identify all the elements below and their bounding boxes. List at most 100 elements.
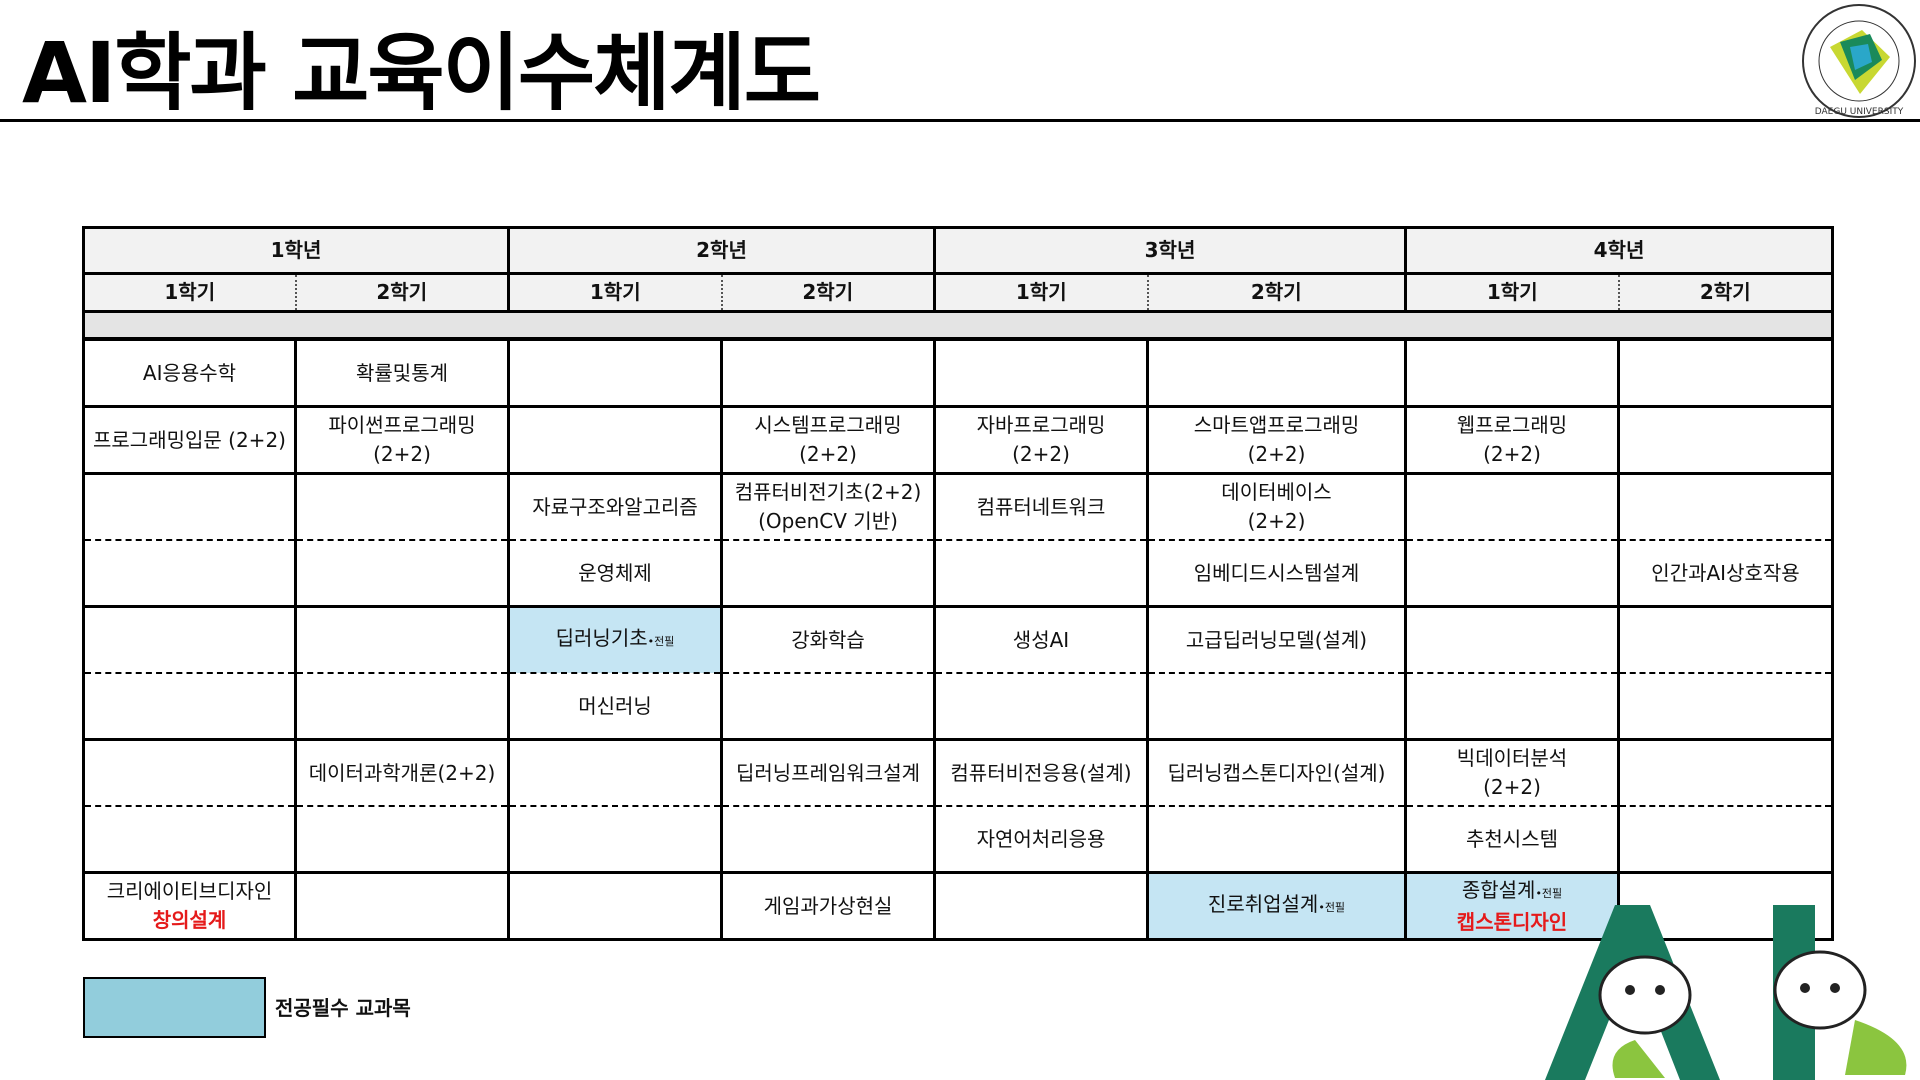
empty-cell xyxy=(1404,606,1620,674)
course-name: 인간과AI상호작용 xyxy=(1651,560,1800,585)
empty-cell xyxy=(933,339,1149,408)
course-cell: 데이터과학개론(2+2) xyxy=(294,739,510,807)
empty-cell xyxy=(1617,739,1834,807)
empty-cell xyxy=(507,406,723,475)
course-cell: 추천시스템 xyxy=(1404,806,1620,874)
course-cell: 머신러닝 xyxy=(507,673,723,741)
semester-header: 2학기 xyxy=(721,273,936,313)
empty-cell xyxy=(294,673,510,741)
course-name: 스마트앱프로그래밍 xyxy=(1193,413,1360,437)
course-row: 운영체제 임베디드시스템설계 인간과AI상호작용 xyxy=(82,540,1834,608)
required-tag: •전필 xyxy=(1535,886,1563,900)
course-credit-note: (2+2) xyxy=(1012,442,1070,466)
legend-label: 전공필수 교과목 xyxy=(275,996,411,1020)
empty-cell xyxy=(507,739,723,807)
legend-required-swatch xyxy=(83,977,266,1038)
empty-cell xyxy=(1146,339,1407,408)
empty-cell xyxy=(1617,606,1834,674)
course-credit-note: (2+2) xyxy=(799,442,857,466)
course-cell: 컴퓨터네트워크 xyxy=(933,473,1149,541)
course-name: 고급딥러닝모델(설계) xyxy=(1185,627,1368,652)
course-name: 파이썬프로그래밍 xyxy=(328,413,476,437)
course-name: 임베디드시스템설계 xyxy=(1193,560,1360,585)
course-name: 자료구조와알고리즘 xyxy=(532,494,698,519)
course-row: 자료구조와알고리즘 컴퓨터비전기초(2+2) (OpenCV 기반) 컴퓨터네트워크 데… xyxy=(82,473,1834,541)
empty-cell xyxy=(294,473,510,541)
course-name: 컴퓨터비전기초(2+2) xyxy=(734,480,922,504)
course-name: 생성AI xyxy=(1012,627,1070,652)
course-row: 머신러닝 xyxy=(82,673,1834,741)
course-cell: 임베디드시스템설계 xyxy=(1146,540,1407,608)
empty-cell xyxy=(82,673,297,741)
empty-cell xyxy=(720,806,936,874)
semester-header: 1학기 xyxy=(82,273,297,313)
empty-cell xyxy=(82,806,297,874)
course-name: 시스템프로그래밍 xyxy=(754,413,902,437)
empty-cell xyxy=(82,606,297,674)
course-name: 컴퓨터네트워크 xyxy=(976,494,1106,519)
svg-text:DAEGU UNIVERSITY: DAEGU UNIVERSITY xyxy=(1815,107,1904,117)
course-cell: 자바프로그래밍 (2+2) xyxy=(933,406,1149,475)
course-row: 프로그래밍입문 (2+2) 파이썬프로그래밍 (2+2) 시스템프로그래밍 (2+2) 자… xyxy=(82,406,1834,475)
empty-cell xyxy=(294,806,510,874)
course-name: 딥러닝캡스톤디자인(설계) xyxy=(1167,760,1386,785)
empty-cell xyxy=(507,872,723,941)
course-name: AI응용수학 xyxy=(142,360,237,385)
empty-cell xyxy=(1617,673,1834,741)
course-name: 추천시스템 xyxy=(1466,826,1558,851)
course-cell: 빅데이터분석 (2+2) xyxy=(1404,739,1620,807)
empty-cell xyxy=(294,540,510,608)
semester-header: 1학기 xyxy=(1404,273,1620,313)
separator-band xyxy=(82,311,1834,341)
course-credit-note: (2+2) xyxy=(1247,442,1306,466)
empty-cell xyxy=(294,872,510,941)
course-cell: 컴퓨터비전응용(설계) xyxy=(933,739,1149,807)
course-name: 데이터베이스 xyxy=(1221,480,1332,504)
page-title: AI학과 교육이수체계도 xyxy=(22,24,821,122)
empty-cell xyxy=(933,872,1149,941)
empty-cell xyxy=(1146,673,1407,741)
course-cell: 파이썬프로그래밍 (2+2) xyxy=(294,406,510,475)
empty-cell xyxy=(1617,339,1834,408)
empty-cell xyxy=(82,473,297,541)
course-row: 자연어처리응용 추천시스템 xyxy=(82,806,1834,874)
empty-cell xyxy=(1404,673,1620,741)
course-cell: 게임과가상현실 xyxy=(720,872,936,941)
empty-cell xyxy=(1404,473,1620,541)
ai-mascot-illustration xyxy=(1545,905,1907,1080)
course-name: 확률및통계 xyxy=(356,360,448,385)
semester-header: 2학기 xyxy=(1147,273,1407,313)
empty-cell xyxy=(720,673,936,741)
empty-cell xyxy=(507,339,723,408)
course-row: AI응용수학 확률및통계 xyxy=(82,339,1834,408)
course-name: 머신러닝 xyxy=(578,693,652,718)
course-cell: 딥러닝캡스톤디자인(설계) xyxy=(1146,739,1407,807)
course-cell: 시스템프로그래밍 (2+2) xyxy=(720,406,936,475)
empty-cell xyxy=(294,606,510,674)
course-cell: 프로그래밍입문 (2+2) xyxy=(82,406,297,475)
course-name: 딥러닝기초 xyxy=(555,626,648,650)
course-row: 크리에이티브디자인 창의설계 게임과가상현실 진로취업설계•전필 종합설계•전필 캡스톤디… xyxy=(82,872,1834,941)
course-credit-note: (2+2) xyxy=(1483,775,1541,799)
course-name: 운영체제 xyxy=(578,560,652,585)
empty-cell xyxy=(1146,806,1407,874)
year-header: 4학년 xyxy=(1404,226,1834,275)
course-name: 웹프로그래밍 xyxy=(1456,413,1568,437)
required-tag: •전필 xyxy=(647,635,675,648)
empty-cell xyxy=(1617,806,1834,874)
course-cell: 딥러닝프레임워크설계 xyxy=(720,739,936,807)
course-name: 진로취업설계 xyxy=(1207,892,1319,916)
year-header: 3학년 xyxy=(933,226,1407,275)
university-logo: DAEGU UNIVERSITY xyxy=(1802,4,1916,118)
course-cell: 딥러닝기초•전필 xyxy=(507,606,723,674)
empty-cell xyxy=(1617,473,1834,541)
course-credit-note: (2+2) xyxy=(1483,442,1541,466)
title-divider xyxy=(0,119,1920,122)
course-row: 데이터과학개론(2+2) 딥러닝프레임워크설계 컴퓨터비전응용(설계) 딥러닝캡스톤디… xyxy=(82,739,1834,807)
curriculum-table: 1학년 2학년 3학년 4학년 1학기 2학기 1학기 2학기 1학기 2학기 … xyxy=(82,226,1834,941)
empty-cell xyxy=(720,540,936,608)
design-category-label: 캡스톤디자인 xyxy=(1456,909,1568,934)
course-credit-note: (2+2) xyxy=(373,442,431,466)
course-cell: 인간과AI상호작용 xyxy=(1617,540,1834,608)
design-category-label: 창의설계 xyxy=(152,908,227,932)
